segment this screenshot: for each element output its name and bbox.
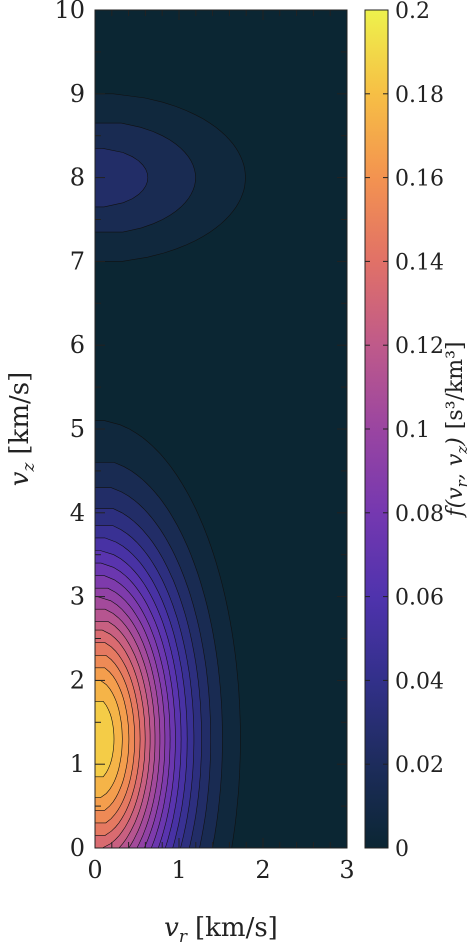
colorbar-tick-label: 0.14 bbox=[395, 250, 444, 275]
colorbar-tick-label: 0.12 bbox=[395, 334, 444, 359]
x-tick-label: 3 bbox=[339, 856, 354, 884]
plot-area bbox=[95, 10, 347, 848]
colorbar-tick-label: 0.2 bbox=[395, 0, 430, 24]
x-tick-label: 0 bbox=[87, 856, 102, 884]
colorbar-tick-label: 0 bbox=[395, 837, 409, 862]
colorbar-label: f(vr, vz)[s³/km³] bbox=[443, 342, 471, 519]
y-tick-label: 4 bbox=[70, 499, 85, 527]
colorbar-tick-label: 0.04 bbox=[395, 669, 444, 694]
y-tick-label: 6 bbox=[70, 331, 85, 359]
y-tick-label: 9 bbox=[70, 80, 85, 108]
y-tick-label: 1 bbox=[70, 750, 85, 778]
colorbar-tick-label: 0.1 bbox=[395, 418, 430, 443]
colorbar-tick-label: 0.16 bbox=[395, 167, 444, 192]
y-tick-label: 5 bbox=[70, 415, 85, 443]
x-tick-label: 2 bbox=[255, 856, 270, 884]
y-tick-label: 0 bbox=[70, 834, 85, 862]
colorbar-tick-label: 0.18 bbox=[395, 83, 444, 108]
x-tick-label: 1 bbox=[171, 856, 186, 884]
y-tick-label: 8 bbox=[70, 164, 85, 192]
y-tick-label: 7 bbox=[70, 247, 85, 275]
x-axis-label: vr [km/s] bbox=[164, 913, 278, 946]
y-tick-label: 2 bbox=[70, 666, 85, 694]
x-axis-ticks: 0 1 2 3 bbox=[87, 10, 355, 884]
colorbar-tick-label: 0.02 bbox=[395, 753, 444, 778]
y-tick-label: 3 bbox=[70, 583, 85, 611]
colorbar-ticks: 0 0.02 0.04 0.06 0.08 0.1 0.12 0.14 0.16 0.18 0.2 bbox=[365, 0, 444, 862]
y-axis-label: vz[km/s] bbox=[5, 372, 39, 486]
y-axis-ticks: 0 1 2 3 4 5 6 7 8 9 10 bbox=[54, 0, 347, 862]
colorbar-tick-label: 0.06 bbox=[395, 586, 444, 611]
contour-band bbox=[95, 701, 115, 778]
colorbar-tick-label: 0.08 bbox=[395, 502, 444, 527]
y-tick-label: 10 bbox=[54, 0, 85, 24]
